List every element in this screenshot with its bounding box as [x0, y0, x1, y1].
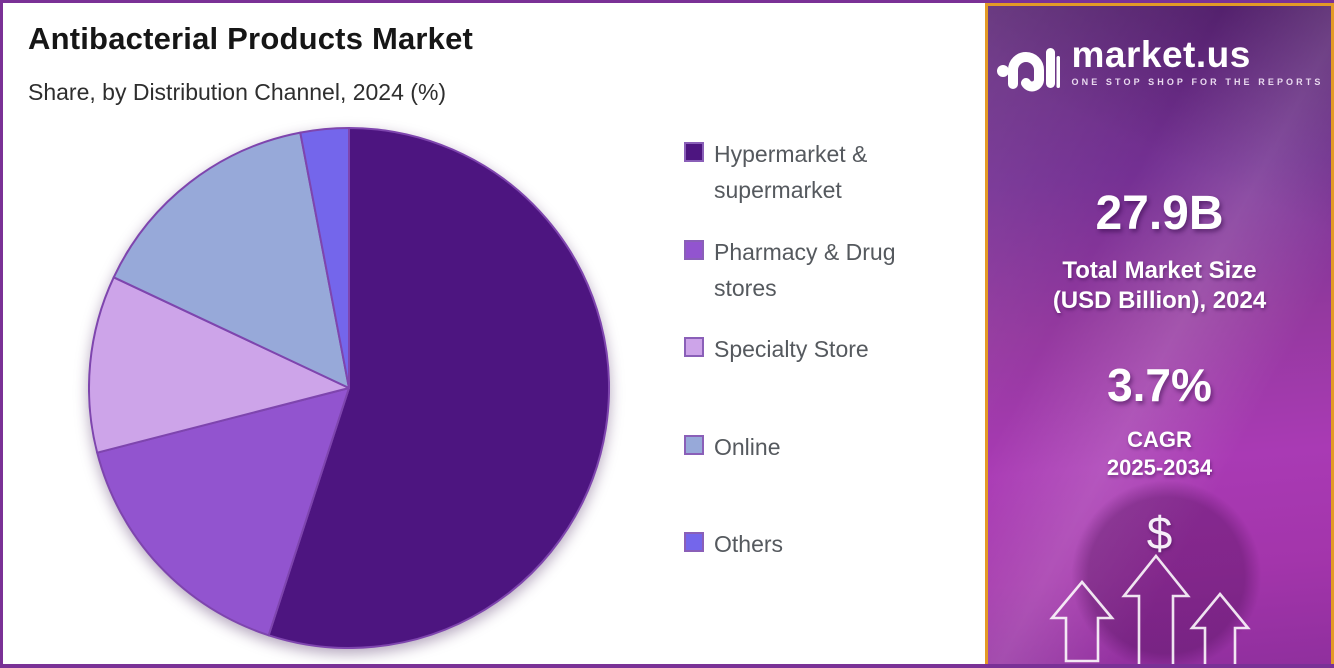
growth-arrows-icon	[1049, 553, 1251, 664]
legend-item: Hypermarket & supermarket	[684, 136, 949, 208]
market-us-logo-icon	[996, 48, 1060, 92]
legend-item: Pharmacy & Drug stores	[684, 234, 949, 306]
cagr-label-line2: 2025-2034	[1106, 455, 1213, 480]
legend-swatch	[684, 532, 704, 553]
page-title: Antibacterial Products Market	[28, 21, 474, 56]
pie-slice	[299, 127, 350, 389]
legend-swatch	[684, 142, 704, 162]
legend-label: Hypermarket & supermarket	[714, 141, 868, 203]
cagr-label: CAGR 2025-2034	[988, 426, 1331, 482]
cagr-label-line1: CAGR	[1127, 427, 1192, 452]
legend-label: Specialty Store	[714, 336, 869, 363]
pie-chart	[88, 127, 610, 649]
market-size-label: Total Market Size (USD Billion), 2024	[988, 256, 1331, 316]
legend-item: Online	[684, 429, 949, 465]
pie-slice	[112, 131, 350, 389]
legend-label: Online	[714, 433, 781, 460]
brand-tagline: ONE STOP SHOP FOR THE REPORTS	[1071, 77, 1324, 87]
cagr-value: 3.7%	[1107, 359, 1212, 411]
legend-swatch	[684, 239, 704, 260]
legend-item: Others	[684, 526, 949, 562]
dollar-icon: $	[1146, 507, 1173, 559]
legend-swatch	[684, 434, 704, 455]
brand-sidebar: market.us ONE STOP SHOP FOR THE REPORTS …	[985, 3, 1334, 664]
pie-slice	[267, 127, 610, 649]
market-size-label-line1: Total Market Size	[1062, 257, 1257, 284]
legend-swatch	[684, 337, 704, 358]
chart-legend: Hypermarket & supermarket Pharmacy & Drug…	[684, 136, 964, 616]
market-size-value: 27.9B	[1095, 187, 1224, 240]
legend-label: Others	[714, 531, 784, 558]
market-size-label-line2: (USD Billion), 2024	[1052, 287, 1267, 314]
chart-subtitle: Share, by Distribution Channel, 2024 (%)	[28, 79, 447, 105]
pie-slice	[88, 276, 350, 454]
pie-slice	[96, 387, 350, 637]
brand-logo: market.us ONE STOP SHOP FOR THE REPORTS	[988, 36, 1331, 92]
legend-item: Specialty Store	[684, 331, 949, 367]
legend-label: Pharmacy & Drug stores	[714, 238, 896, 301]
brand-name: market.us	[1071, 34, 1251, 75]
